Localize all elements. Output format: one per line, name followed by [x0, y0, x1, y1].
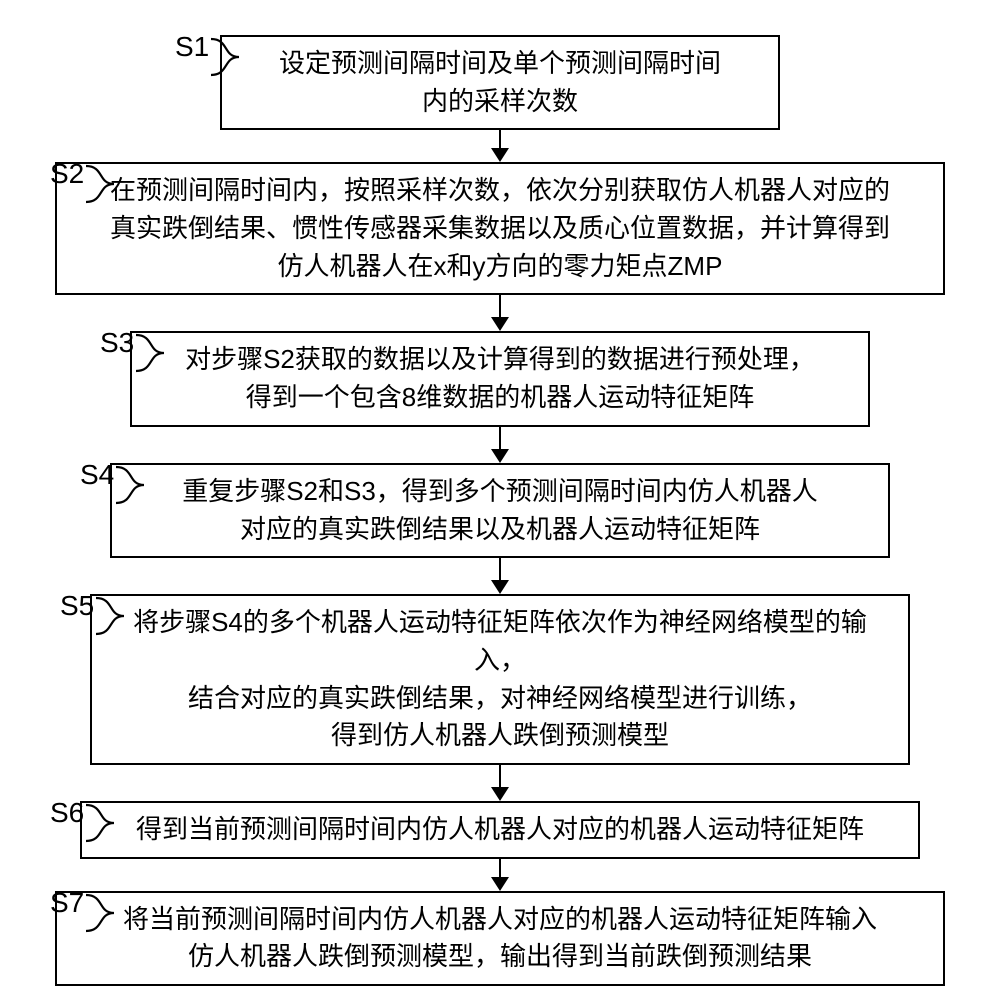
arrow-s6-s7	[491, 859, 509, 891]
step-s1-label: S1	[175, 37, 247, 77]
step-s7-label: S7	[50, 893, 122, 933]
step-s7-row: S7 将当前预测间隔时间内仿人机器人对应的机器人运动特征矩阵输入 仿人机器人跌倒…	[50, 891, 950, 986]
step-s6-line1: 得到当前预测间隔时间内仿人机器人对应的机器人运动特征矩阵	[100, 811, 900, 849]
step-s2-row: S2 在预测间隔时间内，按照采样次数，依次分别获取仿人机器人对应的 真实跌倒结果…	[50, 162, 950, 295]
step-s4-label: S4	[80, 465, 152, 505]
arrow-s1-s2	[491, 130, 509, 162]
step-s1-line1: 设定预测间隔时间及单个预测间隔时间	[240, 45, 760, 83]
step-s6-row: S6 得到当前预测间隔时间内仿人机器人对应的机器人运动特征矩阵	[50, 801, 950, 859]
step-s3-label-text: S3	[100, 327, 134, 359]
step-s4-line1: 重复步骤S2和S3，得到多个预测间隔时间内仿人机器人	[130, 473, 870, 511]
step-s3-line1: 对步骤S2获取的数据以及计算得到的数据进行预处理，	[150, 341, 850, 379]
step-s7-label-text: S7	[50, 887, 84, 919]
step-s6-box: 得到当前预测间隔时间内仿人机器人对应的机器人运动特征矩阵	[80, 801, 920, 859]
step-s1-box: 设定预测间隔时间及单个预测间隔时间 内的采样次数	[220, 35, 780, 130]
curve-icon	[209, 37, 247, 77]
step-s1-row: S1 设定预测间隔时间及单个预测间隔时间 内的采样次数	[50, 35, 950, 130]
arrow-s2-s3	[491, 295, 509, 331]
curve-icon	[84, 893, 122, 933]
step-s4-line2: 对应的真实跌倒结果以及机器人运动特征矩阵	[130, 511, 870, 549]
step-s7-box: 将当前预测间隔时间内仿人机器人对应的机器人运动特征矩阵输入 仿人机器人跌倒预测模…	[55, 891, 945, 986]
step-s2-line3: 仿人机器人在x和y方向的零力矩点ZMP	[75, 248, 925, 286]
step-s3-label: S3	[100, 333, 172, 373]
curve-icon	[84, 164, 122, 204]
step-s3-row: S3 对步骤S2获取的数据以及计算得到的数据进行预处理， 得到一个包含8维数据的…	[50, 331, 950, 426]
step-s1-label-text: S1	[175, 31, 209, 63]
step-s7-line1: 将当前预测间隔时间内仿人机器人对应的机器人运动特征矩阵输入	[75, 901, 925, 939]
step-s7-line2: 仿人机器人跌倒预测模型，输出得到当前跌倒预测结果	[75, 938, 925, 976]
step-s5-line3: 得到仿人机器人跌倒预测模型	[110, 717, 890, 755]
step-s4-label-text: S4	[80, 459, 114, 491]
flowchart-container: S1 设定预测间隔时间及单个预测间隔时间 内的采样次数 S2 在预测间隔时间内，…	[50, 35, 950, 986]
step-s5-line1: 将步骤S4的多个机器人运动特征矩阵依次作为神经网络模型的输入，	[110, 604, 890, 679]
step-s2-box: 在预测间隔时间内，按照采样次数，依次分别获取仿人机器人对应的 真实跌倒结果、惯性…	[55, 162, 945, 295]
curve-icon	[94, 596, 132, 636]
step-s2-label: S2	[50, 164, 122, 204]
step-s1-line2: 内的采样次数	[240, 83, 760, 121]
curve-icon	[134, 333, 172, 373]
step-s6-label: S6	[50, 803, 122, 843]
arrow-s4-s5	[491, 558, 509, 594]
step-s5-label-text: S5	[60, 590, 94, 622]
curve-icon	[84, 803, 122, 843]
step-s4-row: S4 重复步骤S2和S3，得到多个预测间隔时间内仿人机器人 对应的真实跌倒结果以…	[50, 463, 950, 558]
step-s6-label-text: S6	[50, 797, 84, 829]
step-s4-box: 重复步骤S2和S3，得到多个预测间隔时间内仿人机器人 对应的真实跌倒结果以及机器…	[110, 463, 890, 558]
step-s2-line1: 在预测间隔时间内，按照采样次数，依次分别获取仿人机器人对应的	[75, 172, 925, 210]
step-s5-row: S5 将步骤S4的多个机器人运动特征矩阵依次作为神经网络模型的输入， 结合对应的…	[50, 594, 950, 765]
step-s2-label-text: S2	[50, 158, 84, 190]
arrow-s3-s4	[491, 427, 509, 463]
step-s3-line2: 得到一个包含8维数据的机器人运动特征矩阵	[150, 379, 850, 417]
step-s2-line2: 真实跌倒结果、惯性传感器采集数据以及质心位置数据，并计算得到	[75, 210, 925, 248]
step-s5-box: 将步骤S4的多个机器人运动特征矩阵依次作为神经网络模型的输入， 结合对应的真实跌…	[90, 594, 910, 765]
step-s5-label: S5	[60, 596, 132, 636]
arrow-s5-s6	[491, 765, 509, 801]
curve-icon	[114, 465, 152, 505]
step-s5-line2: 结合对应的真实跌倒结果，对神经网络模型进行训练，	[110, 680, 890, 718]
step-s3-box: 对步骤S2获取的数据以及计算得到的数据进行预处理， 得到一个包含8维数据的机器人…	[130, 331, 870, 426]
